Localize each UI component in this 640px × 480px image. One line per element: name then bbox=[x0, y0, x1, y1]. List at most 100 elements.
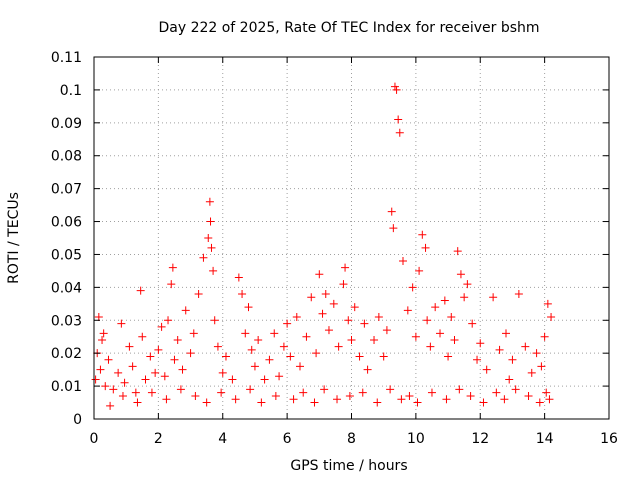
data-point bbox=[157, 322, 166, 331]
data-point bbox=[436, 329, 445, 338]
data-point bbox=[455, 385, 464, 394]
y-tick-label: 0.07 bbox=[51, 182, 82, 198]
data-point bbox=[456, 270, 465, 279]
x-tick-label: 14 bbox=[536, 431, 554, 447]
data-point bbox=[238, 289, 247, 298]
data-point bbox=[542, 388, 551, 397]
data-point bbox=[246, 385, 255, 394]
data-point bbox=[275, 372, 284, 381]
data-point bbox=[160, 372, 169, 381]
data-point bbox=[310, 398, 319, 407]
y-tick-label: 0 bbox=[73, 412, 82, 428]
data-point bbox=[125, 342, 134, 351]
data-point bbox=[296, 362, 304, 371]
data-point bbox=[178, 365, 187, 374]
data-point bbox=[217, 388, 226, 397]
data-point bbox=[423, 316, 432, 325]
data-point bbox=[101, 382, 110, 391]
y-tick-label: 0.1 bbox=[60, 83, 82, 99]
chart-title: Day 222 of 2025, Rate Of TEC Index for r… bbox=[158, 20, 539, 36]
data-point bbox=[302, 332, 311, 341]
data-point bbox=[334, 342, 343, 351]
data-point bbox=[547, 312, 556, 321]
data-point bbox=[260, 375, 269, 384]
data-point bbox=[440, 296, 449, 305]
data-point bbox=[133, 398, 142, 407]
data-point bbox=[189, 329, 198, 338]
data-point bbox=[505, 375, 514, 384]
data-point bbox=[532, 349, 541, 358]
data-point bbox=[344, 316, 353, 325]
data-point bbox=[114, 368, 123, 377]
y-tick-label: 0.09 bbox=[51, 116, 82, 132]
data-point bbox=[397, 395, 406, 404]
data-point bbox=[136, 286, 145, 295]
data-point bbox=[521, 342, 530, 351]
data-point bbox=[408, 283, 417, 292]
data-point bbox=[345, 391, 354, 400]
data-point bbox=[447, 312, 456, 321]
data-point bbox=[98, 336, 107, 345]
data-point bbox=[104, 355, 113, 364]
data-point bbox=[527, 368, 536, 377]
data-point bbox=[138, 332, 147, 341]
data-point bbox=[307, 293, 316, 302]
data-point bbox=[96, 365, 105, 374]
data-point bbox=[442, 395, 451, 404]
data-point bbox=[324, 326, 333, 335]
data-point bbox=[358, 388, 367, 397]
data-point bbox=[535, 398, 544, 407]
data-point bbox=[329, 299, 338, 308]
data-point bbox=[511, 385, 520, 394]
y-tick-label: 0.03 bbox=[51, 313, 82, 329]
data-point bbox=[213, 342, 222, 351]
data-point bbox=[131, 388, 140, 397]
data-point bbox=[495, 345, 504, 354]
data-point bbox=[444, 352, 453, 361]
data-point bbox=[524, 391, 533, 400]
data-point bbox=[500, 395, 509, 404]
data-point bbox=[199, 253, 208, 262]
data-point bbox=[244, 303, 253, 312]
data-point bbox=[292, 312, 301, 321]
data-point bbox=[141, 375, 150, 384]
data-point bbox=[170, 355, 179, 364]
data-point bbox=[355, 352, 364, 361]
data-point bbox=[279, 342, 288, 351]
data-point bbox=[205, 197, 214, 206]
data-point bbox=[181, 306, 190, 315]
y-tick-label: 0.04 bbox=[51, 280, 82, 296]
data-point bbox=[347, 336, 356, 345]
data-point bbox=[418, 230, 427, 239]
data-point bbox=[453, 247, 462, 256]
data-point bbox=[320, 385, 329, 394]
data-point bbox=[228, 375, 237, 384]
data-point bbox=[450, 336, 459, 345]
data-point bbox=[210, 316, 219, 325]
data-point bbox=[374, 312, 383, 321]
data-point bbox=[128, 362, 137, 371]
data-point bbox=[209, 266, 218, 275]
data-point bbox=[479, 398, 488, 407]
y-tick-label: 0.05 bbox=[51, 247, 82, 263]
data-point bbox=[389, 224, 398, 233]
y-tick-label: 0.06 bbox=[51, 215, 82, 231]
x-tick-label: 10 bbox=[407, 431, 425, 447]
data-point bbox=[508, 355, 517, 364]
data-point bbox=[415, 266, 424, 275]
data-point bbox=[151, 368, 160, 377]
data-point bbox=[411, 332, 420, 341]
data-point bbox=[204, 234, 213, 242]
data-point bbox=[164, 316, 173, 325]
data-point bbox=[191, 391, 200, 400]
data-point bbox=[162, 395, 171, 404]
data-point bbox=[299, 388, 308, 397]
data-point bbox=[341, 263, 350, 272]
data-point bbox=[106, 401, 115, 410]
data-point bbox=[427, 388, 436, 397]
data-points bbox=[91, 82, 556, 410]
data-point bbox=[186, 349, 195, 358]
data-point bbox=[168, 263, 177, 272]
x-tick-label: 6 bbox=[283, 431, 292, 447]
